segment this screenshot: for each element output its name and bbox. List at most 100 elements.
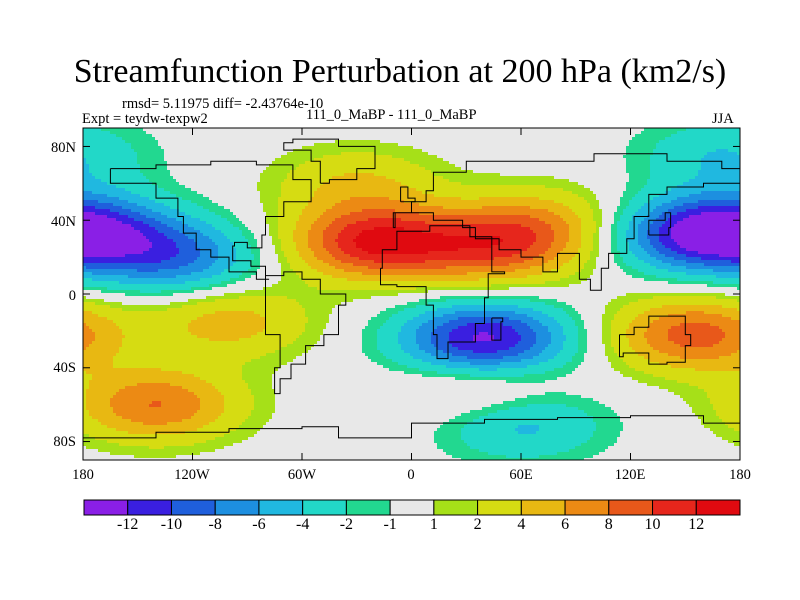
field-cell — [98, 203, 102, 207]
field-cell — [101, 173, 105, 177]
field-cell — [125, 431, 129, 435]
field-cell — [128, 419, 132, 423]
field-cell — [140, 230, 144, 234]
field-cell — [167, 368, 171, 372]
field-cell — [116, 344, 120, 348]
field-cell — [113, 263, 117, 267]
field-cell — [158, 152, 162, 156]
field-cell — [170, 362, 174, 366]
field-cell — [176, 392, 180, 396]
field-cell — [110, 224, 114, 228]
field-cell — [149, 251, 153, 255]
field-cell — [179, 452, 183, 456]
field-cell — [86, 431, 90, 435]
field-cell — [197, 209, 201, 213]
field-cell — [125, 179, 129, 183]
field-cell — [209, 272, 213, 276]
field-cell — [131, 419, 135, 423]
field-cell — [131, 347, 135, 351]
field-cell — [86, 269, 90, 273]
field-cell — [155, 290, 159, 294]
field-cell — [212, 374, 216, 378]
field-cell — [155, 215, 159, 219]
field-cell — [113, 416, 117, 420]
field-cell — [182, 155, 186, 159]
field-cell — [110, 365, 114, 369]
field-cell — [191, 350, 195, 354]
field-cell — [113, 200, 117, 204]
field-cell — [128, 374, 132, 378]
field-cell — [140, 239, 144, 243]
field-cell — [131, 395, 135, 399]
field-cell — [191, 155, 195, 159]
field-cell — [95, 257, 99, 261]
field-cell — [167, 203, 171, 207]
field-cell — [140, 341, 144, 345]
field-cell — [110, 266, 114, 270]
field-cell — [128, 293, 132, 297]
field-cell — [176, 131, 180, 135]
field-cell — [167, 392, 171, 396]
field-cell — [116, 260, 120, 264]
field-cell — [119, 380, 123, 384]
field-cell — [98, 383, 102, 387]
field-cell — [167, 455, 171, 459]
field-cell — [149, 332, 153, 336]
field-cell — [146, 455, 150, 459]
field-cell — [149, 293, 153, 297]
field-cell — [98, 302, 102, 306]
field-cell — [89, 164, 93, 168]
field-cell — [206, 263, 210, 267]
field-cell — [107, 128, 111, 132]
field-cell — [158, 230, 162, 234]
field-cell — [188, 386, 192, 390]
field-cell — [146, 416, 150, 420]
field-cell — [104, 362, 108, 366]
field-cell — [110, 212, 114, 216]
field-cell — [128, 371, 132, 375]
field-cell — [200, 347, 204, 351]
field-cell — [164, 197, 168, 201]
field-cell — [167, 218, 171, 222]
field-cell — [140, 317, 144, 321]
field-cell — [140, 290, 144, 294]
field-cell — [149, 422, 153, 426]
field-cell — [149, 395, 153, 399]
field-cell — [206, 347, 210, 351]
field-cell — [203, 143, 207, 147]
field-cell — [197, 245, 201, 249]
field-cell — [122, 281, 126, 285]
field-cell — [116, 320, 120, 324]
field-cell — [197, 428, 201, 432]
field-cell — [134, 134, 138, 138]
field-cell — [98, 233, 102, 237]
field-cell — [107, 332, 111, 336]
field-cell — [161, 281, 165, 285]
field-cell — [89, 200, 93, 204]
field-cell — [92, 284, 96, 288]
field-cell — [158, 368, 162, 372]
field-cell — [164, 440, 168, 444]
field-cell — [131, 302, 135, 306]
field-cell — [125, 401, 129, 405]
field-cell — [182, 425, 186, 429]
field-cell — [176, 161, 180, 165]
field-cell — [152, 263, 156, 267]
field-cell — [149, 155, 153, 159]
field-cell — [161, 224, 165, 228]
field-cell — [113, 404, 117, 408]
field-cell — [128, 395, 132, 399]
field-cell — [185, 419, 189, 423]
field-cell — [167, 206, 171, 210]
field-cell — [176, 188, 180, 192]
field-cell — [116, 176, 120, 180]
field-cell — [191, 221, 195, 225]
field-cell — [101, 239, 105, 243]
field-cell — [170, 233, 174, 237]
field-cell — [173, 263, 177, 267]
field-cell — [164, 395, 168, 399]
field-cell — [122, 425, 126, 429]
field-cell — [125, 377, 129, 381]
field-cell — [188, 383, 192, 387]
field-cell — [119, 368, 123, 372]
